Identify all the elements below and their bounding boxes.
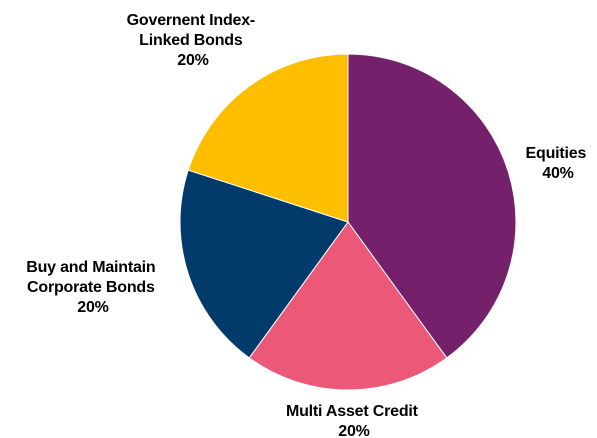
label-mac-pct: 20% [338,423,369,438]
label-mac-name: Multi Asset Credit [286,403,419,420]
label-gilb-line2: Linked Bonds [139,32,243,49]
pie-slice-equities [347,53,517,359]
label-gilb-pct: 20% [177,52,208,69]
pie-slice-multi-asset-credit [248,221,448,391]
label-bam-line2: Corporate Bonds [27,279,155,296]
label-equities: Equities 40% [526,145,591,182]
label-buy-and-maintain: Buy and Maintain Corporate Bonds 20% [26,259,160,316]
label-equities-name: Equities [526,145,587,162]
pie-slices [179,53,517,391]
label-government-index-linked: Governent Index- Linked Bonds 20% [127,12,260,69]
label-gilb-line1: Governent Index- [127,12,255,29]
label-equities-pct: 40% [542,165,573,182]
pie-slice-buy-and-maintain-corporate-bonds [179,169,349,359]
label-bam-line1: Buy and Maintain [26,259,155,276]
label-multi-asset-credit: Multi Asset Credit 20% [286,403,422,438]
label-bam-pct: 20% [77,299,108,316]
pie-slice-government-index-linked-bonds [187,53,349,223]
